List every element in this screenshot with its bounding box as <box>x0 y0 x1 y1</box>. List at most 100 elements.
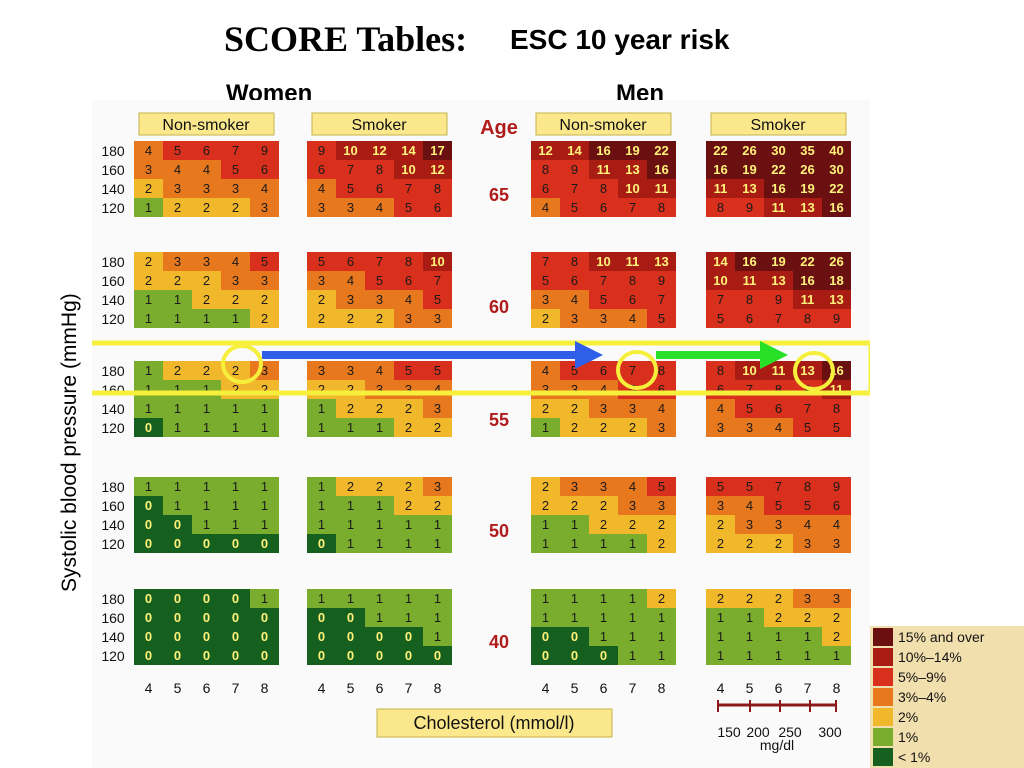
risk-cell <box>192 534 221 553</box>
risk-cell <box>560 271 589 290</box>
risk-value: 4 <box>600 382 607 397</box>
risk-cell <box>589 627 618 646</box>
risk-cell <box>336 399 365 418</box>
risk-value: 0 <box>376 648 383 663</box>
risk-cell <box>793 496 822 515</box>
risk-cell <box>250 646 279 665</box>
risk-cell <box>365 198 394 217</box>
legend-swatch <box>873 668 893 686</box>
risk-cell <box>134 534 163 553</box>
risk-cell <box>250 496 279 515</box>
risk-cell <box>560 290 589 309</box>
risk-cell <box>793 160 822 179</box>
risk-cell <box>560 198 589 217</box>
risk-value: 3 <box>629 498 636 513</box>
risk-value: 2 <box>775 536 782 551</box>
risk-cell <box>163 515 192 534</box>
sbp-tick-label: 140 <box>101 517 125 533</box>
sbp-tick-label: 180 <box>101 479 125 495</box>
risk-cell <box>192 496 221 515</box>
risk-cell <box>793 252 822 271</box>
risk-cell <box>764 627 793 646</box>
risk-value: 6 <box>318 162 325 177</box>
risk-cell <box>221 646 250 665</box>
risk-value: 3 <box>203 254 210 269</box>
risk-value: 11 <box>626 254 640 269</box>
risk-value: 1 <box>600 610 607 625</box>
risk-value: 2 <box>658 517 665 532</box>
risk-value: 1 <box>746 610 753 625</box>
risk-cell <box>423 399 452 418</box>
risk-cell <box>134 160 163 179</box>
risk-value: 22 <box>771 162 785 177</box>
risk-value: 3 <box>717 420 724 435</box>
risk-cell <box>307 589 336 608</box>
risk-cell <box>365 477 394 496</box>
risk-cell <box>764 290 793 309</box>
risk-value: 3 <box>804 536 811 551</box>
risk-value: 2 <box>232 382 239 397</box>
risk-cell <box>134 252 163 271</box>
risk-cell <box>250 309 279 328</box>
risk-cell <box>423 160 452 179</box>
risk-value: 2 <box>145 273 152 288</box>
risk-cell <box>589 361 618 380</box>
risk-cell <box>250 477 279 496</box>
risk-value: 3 <box>542 382 549 397</box>
risk-cell <box>764 589 793 608</box>
risk-value: 3 <box>376 292 383 307</box>
risk-cell <box>134 198 163 217</box>
risk-cell <box>764 515 793 534</box>
risk-value: 1 <box>232 479 239 494</box>
risk-value: 2 <box>261 292 268 307</box>
risk-cell <box>192 160 221 179</box>
risk-cell <box>365 361 394 380</box>
risk-cell <box>735 309 764 328</box>
risk-cell <box>822 496 851 515</box>
risk-cell <box>192 646 221 665</box>
risk-value: 5 <box>318 254 325 269</box>
risk-cell <box>221 418 250 437</box>
risk-value: 6 <box>571 273 578 288</box>
risk-value: 1 <box>717 629 724 644</box>
risk-value: 6 <box>717 382 724 397</box>
risk-cell <box>793 361 822 380</box>
sbp-tick-label: 140 <box>101 181 125 197</box>
risk-cell <box>706 496 735 515</box>
risk-value: 11 <box>655 181 669 196</box>
risk-cell <box>163 198 192 217</box>
risk-value: 12 <box>372 143 386 158</box>
risk-value: 2 <box>658 536 665 551</box>
risk-cell <box>307 646 336 665</box>
risk-cell <box>618 496 647 515</box>
risk-cell <box>336 418 365 437</box>
risk-value: 7 <box>405 181 412 196</box>
risk-cell <box>307 515 336 534</box>
risk-value: 6 <box>261 162 268 177</box>
green-arrow-shaft <box>656 351 764 359</box>
risk-cell <box>793 646 822 665</box>
risk-value: 1 <box>571 591 578 606</box>
risk-value: 1 <box>261 479 268 494</box>
risk-value: 7 <box>542 254 549 269</box>
risk-cell <box>394 534 423 553</box>
risk-cell <box>250 515 279 534</box>
risk-cell <box>793 477 822 496</box>
risk-value: 3 <box>376 382 383 397</box>
risk-value: 3 <box>232 273 239 288</box>
risk-cell <box>793 290 822 309</box>
risk-value: 1 <box>434 517 441 532</box>
risk-cell <box>134 399 163 418</box>
risk-value: 2 <box>658 591 665 606</box>
risk-cell <box>764 477 793 496</box>
cholesterol-tick-label: 4 <box>145 680 153 696</box>
risk-cell <box>706 141 735 160</box>
risk-value: 1 <box>174 292 181 307</box>
risk-value: 2 <box>629 420 636 435</box>
risk-cell <box>365 141 394 160</box>
risk-cell <box>589 399 618 418</box>
risk-value: 3 <box>571 479 578 494</box>
risk-value: 3 <box>347 200 354 215</box>
risk-cell <box>365 179 394 198</box>
risk-value: 0 <box>145 420 152 435</box>
